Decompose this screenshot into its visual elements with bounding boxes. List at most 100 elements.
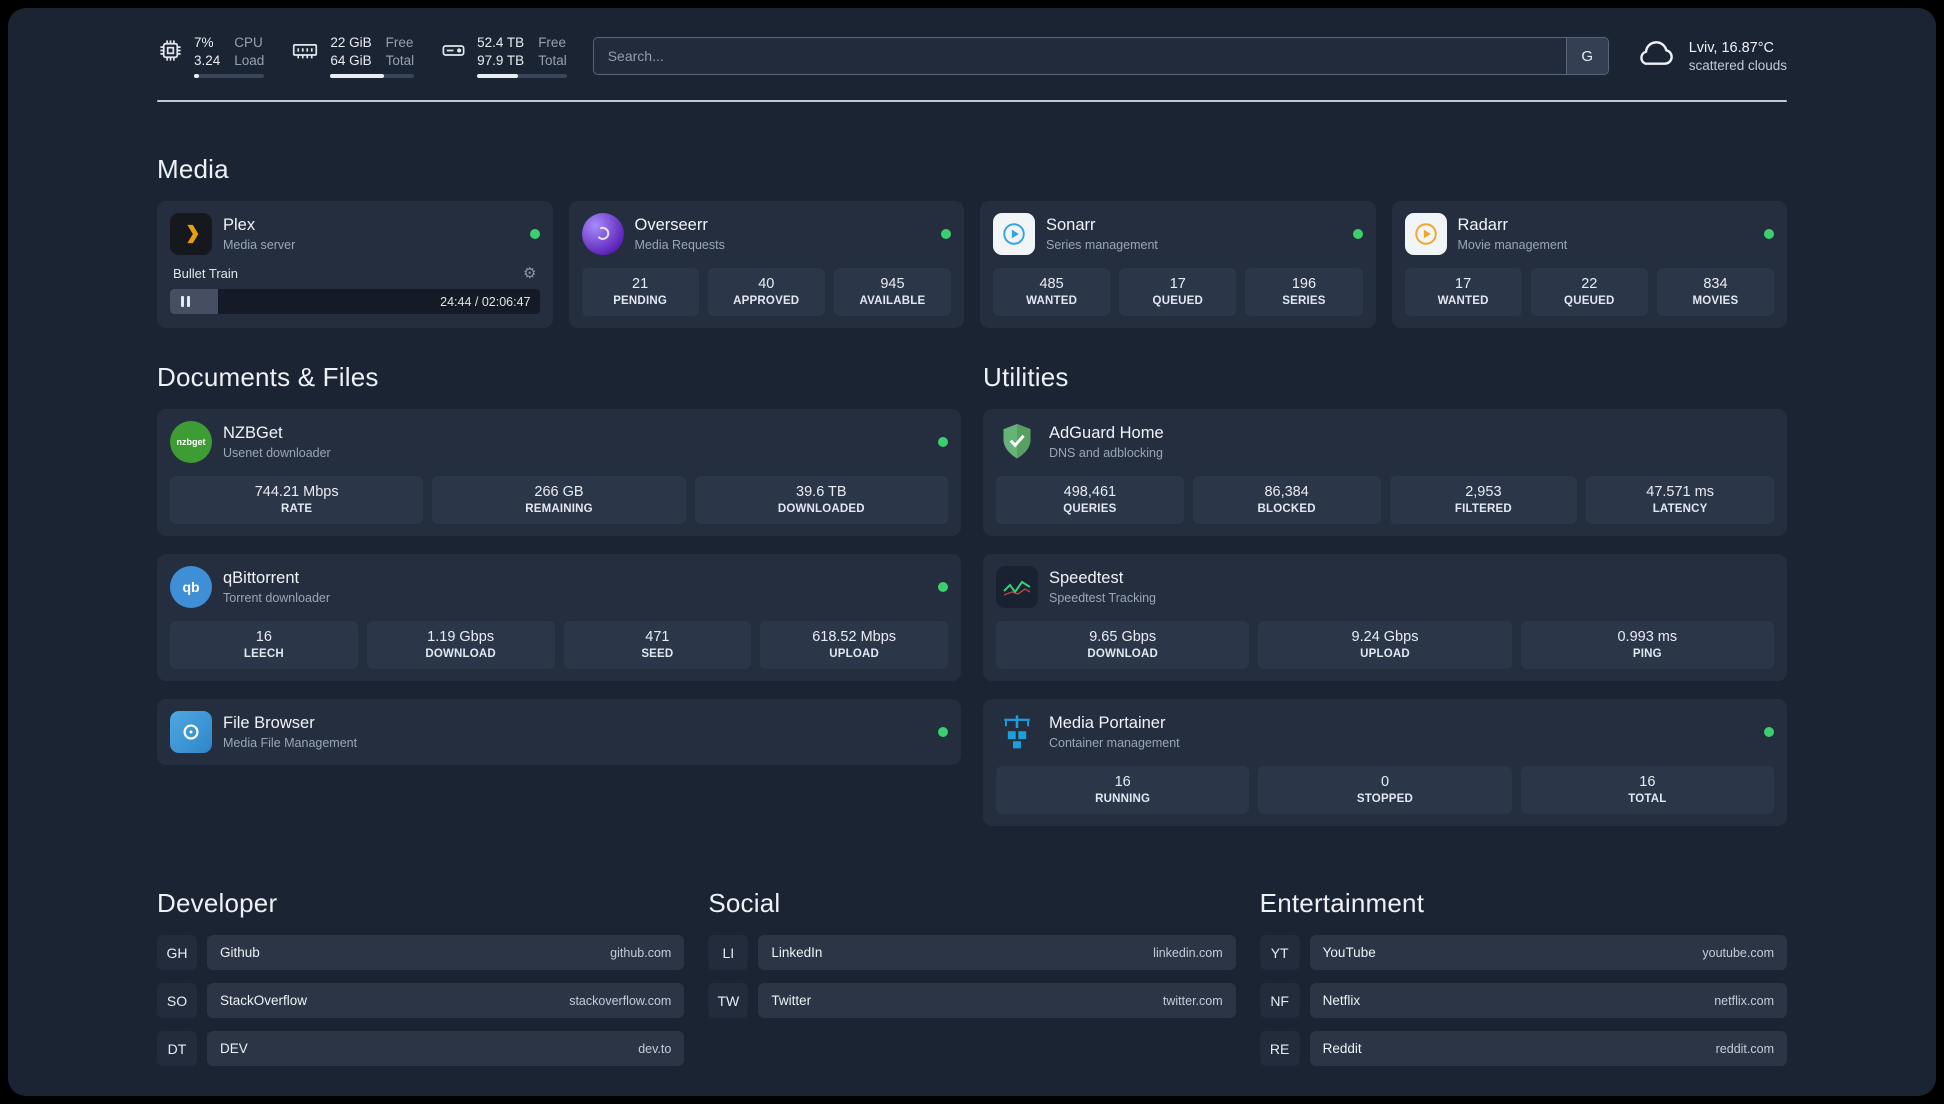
stat-value: 485: [1039, 276, 1064, 293]
status-dot: [941, 229, 951, 240]
app-name: qBittorrent: [223, 569, 300, 588]
app-name: Speedtest: [1049, 569, 1124, 588]
cloud-icon: [1635, 38, 1677, 75]
stat-box: 0.993 ms PING: [1520, 621, 1774, 670]
app-desc: Media File Management: [223, 736, 358, 751]
cpu-metric: 7% 3.24 CPU Load: [157, 34, 265, 79]
app-desc: Speedtest Tracking: [1049, 591, 1157, 606]
qbittorrent-header[interactable]: qb qBittorrent Torrent downloader: [170, 566, 948, 609]
weather-widget: Lviv, 16.87°C scattered clouds: [1635, 38, 1787, 75]
bookmark-dev[interactable]: DT DEV dev.to: [157, 1031, 685, 1067]
plex-header[interactable]: Plex Media server: [170, 213, 540, 256]
bookmark-twitter[interactable]: TW Twitter twitter.com: [708, 983, 1236, 1019]
status-dot: [938, 582, 948, 593]
stat-box: 17 WANTED: [1404, 268, 1522, 317]
stat-label: DOWNLOAD: [1087, 648, 1158, 661]
bookmark-name: Twitter: [771, 993, 812, 1009]
bookmark-name: StackOverflow: [220, 993, 308, 1009]
stat-box: 9.24 Gbps UPLOAD: [1258, 621, 1512, 670]
stat-box: 945 AVAILABLE: [833, 268, 952, 317]
portainer-crane-icon: [996, 711, 1038, 753]
bookmark-name: Netflix: [1322, 993, 1361, 1009]
speedtest-header[interactable]: Speedtest Speedtest Tracking: [996, 566, 1774, 609]
stat-label: REMAINING: [525, 503, 593, 516]
stat-box: 9.65 Gbps DOWNLOAD: [996, 621, 1250, 670]
bookmark-url: stackoverflow.com: [569, 993, 672, 1008]
stat-value: 2,953: [1465, 484, 1502, 501]
stat-box: 16 TOTAL: [1520, 766, 1774, 815]
bookmark-abbr: TW: [708, 983, 749, 1019]
disk-free-value: 52.4 TB: [477, 35, 525, 50]
stat-value: 21: [632, 276, 649, 293]
player-progress-bar[interactable]: 24:44 / 02:06:47: [170, 289, 540, 315]
bookmark-url: reddit.com: [1715, 1041, 1774, 1056]
section-title-media: Media: [157, 154, 229, 185]
stat-value: 16: [255, 629, 272, 646]
bookmark-netflix[interactable]: NF Netflix netflix.com: [1259, 983, 1787, 1019]
adguard-header[interactable]: AdGuard Home DNS and adblocking: [996, 421, 1774, 463]
stat-label: SEED: [641, 648, 674, 661]
bookmark-group-social: Social LI LinkedIn linkedin.com TW Twitt…: [708, 888, 1236, 1066]
bookmark-name: YouTube: [1322, 945, 1376, 961]
bookmark-youtube[interactable]: YT YouTube youtube.com: [1259, 935, 1787, 971]
app-name: Radarr: [1457, 216, 1508, 235]
bookmark-abbr: SO: [157, 983, 197, 1019]
bookmark-url: netflix.com: [1714, 993, 1774, 1008]
overseerr-header[interactable]: Overseerr Media Requests: [581, 213, 951, 256]
stat-label: AVAILABLE: [859, 295, 926, 308]
stat-label: UPLOAD: [829, 648, 879, 661]
stat-value: 0.993 ms: [1617, 629, 1678, 646]
now-playing-title: Bullet Train: [173, 265, 239, 281]
stat-value: 266 GB: [534, 484, 584, 501]
stat-value: 16: [1114, 774, 1131, 791]
disk-total-value: 97.9 TB: [477, 52, 525, 68]
search-engine-button[interactable]: G: [1565, 38, 1608, 75]
stat-label: LATENCY: [1652, 503, 1708, 516]
stat-box: 21 PENDING: [581, 268, 699, 317]
app-card-adguard: AdGuard Home DNS and adblocking 498,461 …: [983, 409, 1787, 537]
bookmark-group-entertainment: Entertainment YT YouTube youtube.com NF …: [1259, 888, 1787, 1067]
section-title-entertainment: Entertainment: [1259, 888, 1425, 919]
bookmark-name: DEV: [220, 1041, 248, 1057]
stat-value: 945: [880, 276, 905, 293]
filebrowser-header[interactable]: File Browser Media File Management: [170, 711, 948, 754]
stat-label: MOVIES: [1692, 295, 1739, 308]
bookmark-linkedin[interactable]: LI LinkedIn linkedin.com: [708, 935, 1236, 971]
stat-box: 16 RUNNING: [996, 766, 1250, 815]
stat-value: 744.21 Mbps: [254, 484, 339, 501]
stat-box: 1.19 Gbps DOWNLOAD: [366, 621, 555, 670]
bookmark-reddit[interactable]: RE Reddit reddit.com: [1259, 1031, 1787, 1067]
gear-icon[interactable]: ⚙: [523, 265, 537, 283]
stat-box: 196 SERIES: [1245, 268, 1363, 317]
nzbget-header[interactable]: nzbget NZBGet Usenet downloader: [170, 421, 948, 464]
qbittorrent-icon: qb: [170, 566, 212, 609]
bookmark-url: dev.to: [638, 1041, 672, 1056]
stat-label: TOTAL: [1628, 793, 1667, 806]
radarr-header[interactable]: Radarr Movie management: [1404, 213, 1774, 256]
stat-box: 2,953 FILTERED: [1389, 476, 1578, 525]
bookmark-stackoverflow[interactable]: SO StackOverflow stackoverflow.com: [157, 983, 685, 1019]
app-card-plex: Plex Media server Bullet Train ⚙ 24:44 /…: [157, 201, 553, 329]
topbar-divider: [157, 100, 1787, 103]
stat-value: 17: [1455, 276, 1472, 293]
stat-value: 16: [1639, 774, 1656, 791]
app-desc: Torrent downloader: [223, 591, 331, 606]
ram-free-value: 22 GiB: [330, 35, 372, 50]
speedtest-graph-icon: [996, 566, 1038, 609]
stat-label: FILTERED: [1454, 503, 1512, 516]
cpu-percent: 7%: [194, 35, 214, 50]
adguard-shield-icon: [996, 421, 1038, 463]
portainer-header[interactable]: Media Portainer Container management: [996, 711, 1774, 753]
bookmark-url: linkedin.com: [1153, 945, 1223, 960]
search-input[interactable]: [593, 38, 1566, 75]
search-bar: G: [592, 37, 1609, 76]
stat-label: RATE: [281, 503, 313, 516]
stat-value: 17: [1169, 276, 1186, 293]
stat-box: 834 MOVIES: [1656, 268, 1775, 317]
sonarr-header[interactable]: Sonarr Series management: [993, 213, 1363, 256]
app-name: Media Portainer: [1049, 714, 1166, 733]
bookmark-github[interactable]: GH Github github.com: [157, 935, 685, 971]
app-card-sonarr: Sonarr Series management 485 WANTED 17 Q…: [980, 201, 1376, 329]
bookmark-abbr: LI: [708, 935, 749, 971]
pause-icon[interactable]: [179, 289, 191, 314]
